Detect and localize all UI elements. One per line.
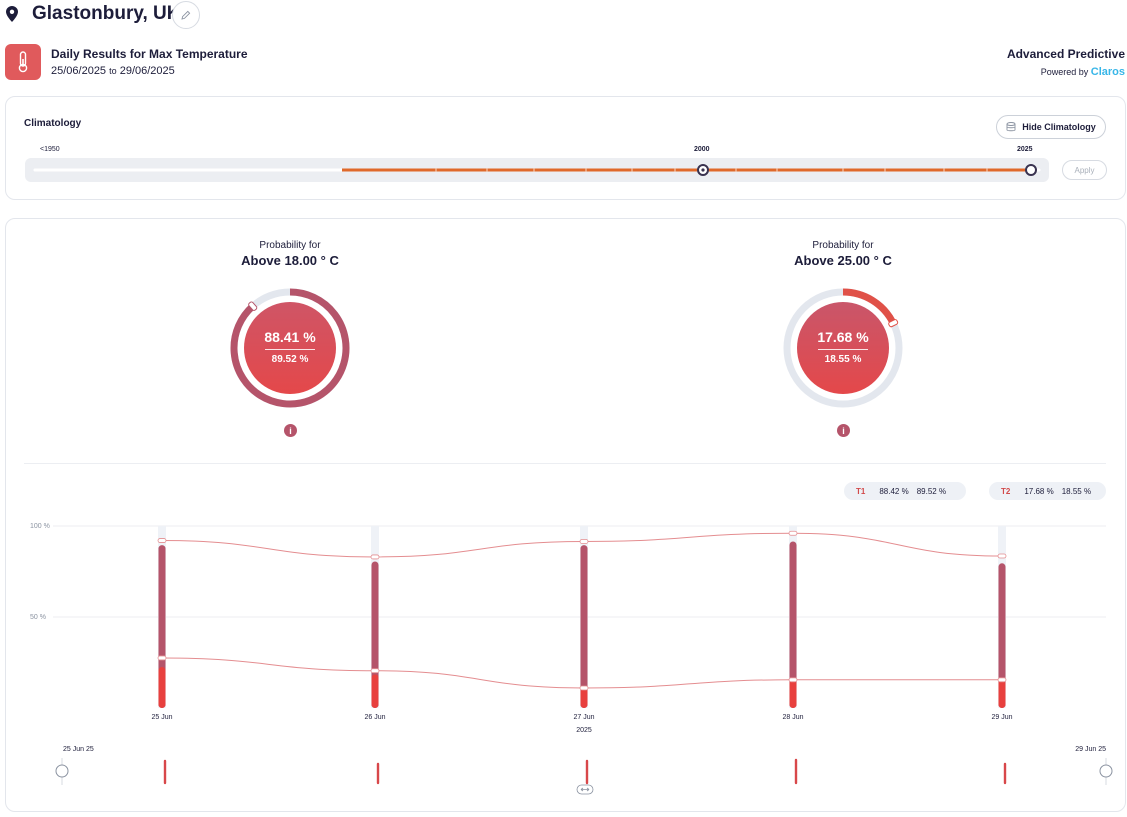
page-header: Glastonbury, UK — [0, 0, 1127, 32]
probability-threshold: Above 18.00 ° C — [241, 253, 339, 268]
date-from: 25/06/2025 — [51, 65, 107, 77]
x-tick-label: 26 Jun — [364, 714, 385, 721]
series-point — [997, 677, 1007, 683]
series-point — [997, 553, 1007, 559]
x-tick-label: 28 Jun — [782, 714, 803, 721]
gauge-values-2: 17.68 % 18.55 % — [797, 329, 889, 365]
gauge-separator — [265, 349, 315, 350]
gauge-primary-value: 88.41 % — [264, 329, 316, 345]
gauge-ring-1 — [230, 288, 350, 408]
legend-pill-t2[interactable]: T2 17.68 % 18.55 % — [989, 482, 1106, 500]
gauge-handle — [888, 319, 899, 328]
slider-min-label: <1950 — [40, 146, 60, 153]
series-point — [788, 677, 798, 683]
brush-handle-end[interactable] — [1099, 764, 1113, 778]
drag-handle-arrows — [580, 787, 590, 792]
series-point — [370, 668, 380, 674]
gauge-secondary-value: 18.55 % — [824, 354, 862, 365]
gauge-arc — [230, 288, 350, 408]
results-header: Daily Results for Max Temperature 25/06/… — [0, 44, 1127, 84]
results-card: Probability for Above 18.00 ° C 88.41 % … — [5, 218, 1126, 812]
brush-start-label: 25 Jun 25 — [63, 746, 94, 753]
legend-value-primary: 88.42 % — [879, 486, 909, 496]
gauge-fill — [244, 302, 336, 394]
section-divider — [24, 463, 1106, 464]
gauge-primary-value: 17.68 % — [817, 329, 869, 345]
bar-t2 — [371, 674, 379, 708]
legend-key: T2 — [1001, 486, 1011, 496]
bar-t1 — [998, 563, 1006, 708]
database-icon — [1006, 122, 1016, 132]
date-to-word: to — [109, 66, 117, 76]
series-point — [788, 530, 798, 536]
bar-t2 — [998, 679, 1006, 708]
x-tick-label: 25 Jun — [151, 714, 172, 721]
climatology-card: Climatology Hide Climatology <1950 2000 … — [5, 96, 1126, 200]
location-title: Glastonbury, UK — [32, 3, 181, 24]
product-title: Advanced Predictive — [1006, 47, 1125, 61]
probability-block-2: Probability for Above 25.00 ° C — [743, 240, 943, 268]
series-point — [370, 554, 380, 560]
gauge-arc — [842, 288, 897, 325]
powered-by-label: Powered by — [1040, 67, 1089, 77]
daily-probability-chart: 100 % 50 % 25 Jun 26 Jun 27 Jun 28 Jun 29 Jun 2… — [30, 523, 1113, 795]
legend-pill-t1[interactable]: T1 88.42 % 89.52 % — [844, 482, 966, 500]
x-tick-label: 27 Jun — [573, 714, 594, 721]
y-tick-label: 100 % — [30, 523, 50, 530]
map-pin-icon — [6, 6, 18, 27]
bar-t1 — [158, 545, 166, 708]
gauge-fill — [797, 302, 889, 394]
claros-logo[interactable]: Claros — [1090, 66, 1125, 78]
y-tick-label: 50 % — [30, 614, 46, 621]
series-point — [157, 655, 167, 661]
date-to: 29/06/2025 — [119, 65, 175, 77]
gauge-handle — [248, 301, 258, 311]
edit-location-button[interactable] — [172, 1, 200, 29]
results-title: Daily Results for Max Temperature — [51, 47, 248, 61]
bar-t2 — [580, 687, 588, 708]
probability-block-1: Probability for Above 18.00 ° C — [190, 240, 390, 268]
bar-t1 — [580, 545, 588, 708]
info-icon[interactable]: i — [284, 424, 297, 437]
legend-key: T1 — [856, 486, 866, 496]
slider-graphic — [33, 164, 1041, 176]
series-point — [157, 538, 167, 543]
bar-t2 — [158, 667, 166, 708]
gauge-ring-2 — [783, 288, 903, 408]
info-icon[interactable]: i — [837, 424, 850, 437]
brush-end-label: 29 Jun 25 — [1075, 746, 1106, 753]
x-axis-label: 2025 — [576, 727, 592, 734]
probability-for-label: Probability for — [812, 240, 874, 251]
date-range: 25/06/2025 to 29/06/2025 — [51, 65, 175, 77]
bar-t1 — [789, 541, 797, 708]
thermometer-icon — [5, 44, 41, 80]
gauge-secondary-value: 89.52 % — [271, 354, 309, 365]
series-point — [579, 685, 589, 691]
x-tick-label: 29 Jun — [991, 714, 1012, 721]
probability-gauge-1 — [228, 286, 352, 415]
series-point — [579, 539, 589, 544]
bar-t2 — [789, 679, 797, 708]
legend-value-primary: 17.68 % — [1024, 486, 1054, 496]
brush-handle-start[interactable] — [55, 764, 69, 778]
slider-handle-end — [1025, 164, 1037, 176]
gauge-values-1: 88.41 % 89.52 % — [244, 329, 336, 365]
gauge-separator — [818, 349, 868, 350]
apply-button[interactable]: Apply — [1062, 160, 1107, 180]
legend-value-secondary: 89.52 % — [916, 486, 947, 496]
probability-for-label: Probability for — [259, 240, 321, 251]
hide-climatology-button[interactable]: Hide Climatology — [996, 115, 1106, 139]
legend-value-secondary: 18.55 % — [1061, 486, 1092, 496]
probability-threshold: Above 25.00 ° C — [794, 253, 892, 268]
hide-climatology-label: Hide Climatology — [1022, 122, 1096, 132]
climatology-slider[interactable] — [25, 158, 1049, 182]
climatology-label: Climatology — [24, 118, 82, 129]
probability-gauge-2 — [781, 286, 905, 415]
powered-by: Powered by Claros — [1041, 66, 1125, 78]
slider-mid-label: 2000 — [694, 146, 710, 153]
pencil-icon — [181, 10, 191, 20]
slider-max-label: 2025 — [1017, 146, 1033, 153]
